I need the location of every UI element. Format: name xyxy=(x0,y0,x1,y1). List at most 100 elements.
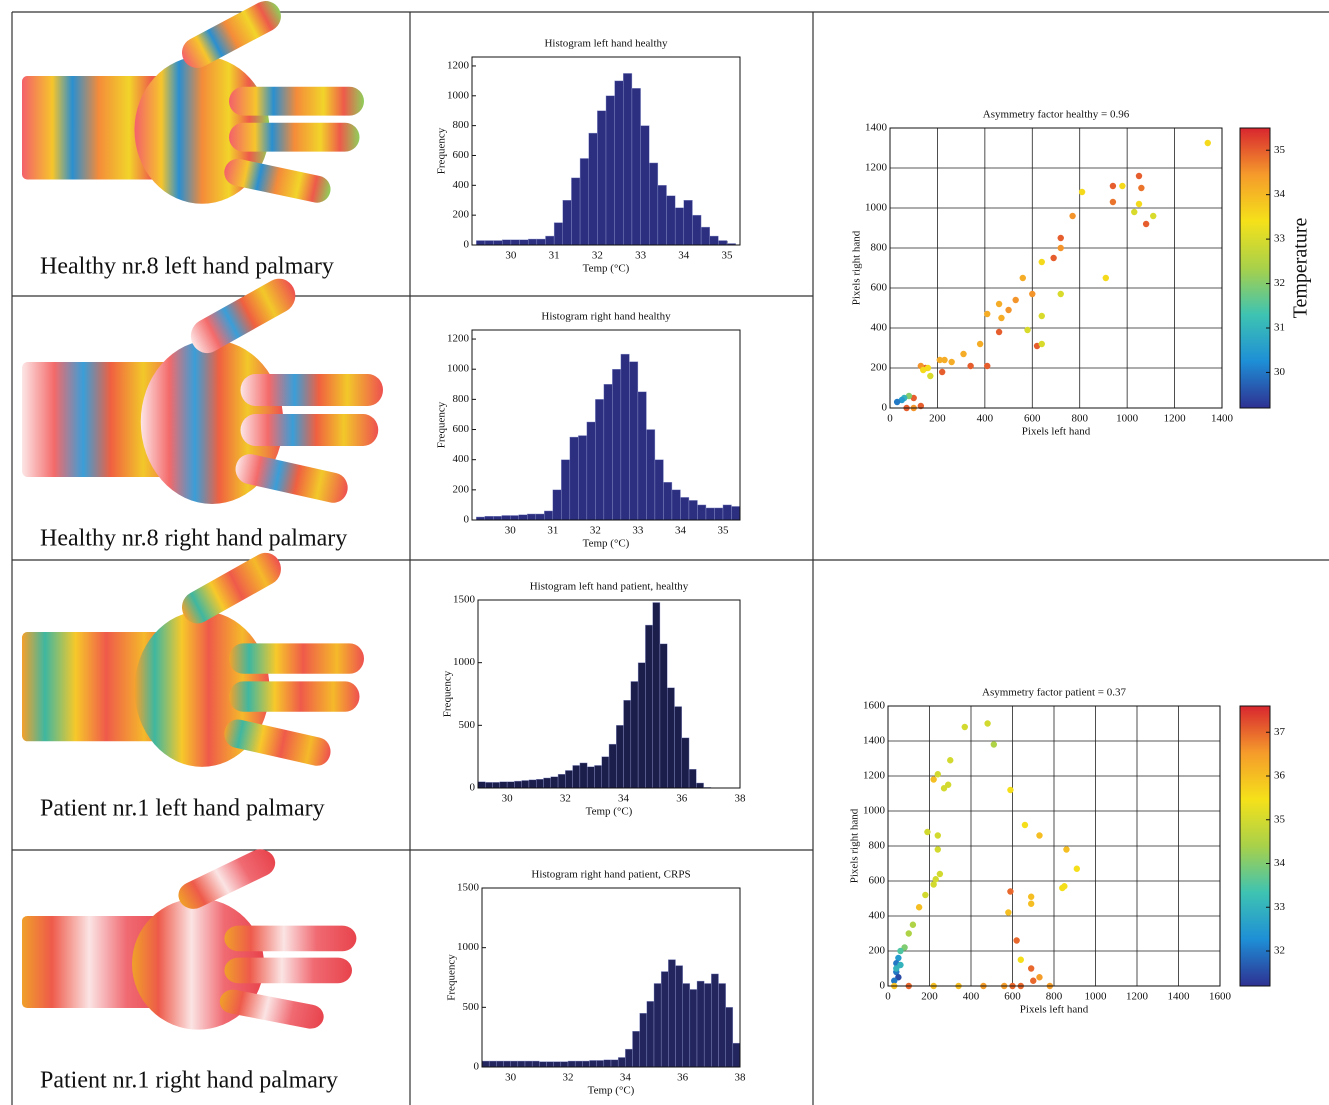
bar xyxy=(609,744,616,788)
colorbar-tick-label: 34 xyxy=(1274,857,1286,869)
bar xyxy=(594,765,601,788)
y-tick-label: 200 xyxy=(453,209,470,221)
point xyxy=(935,832,941,838)
point xyxy=(984,363,990,369)
x-tick-label: 1000 xyxy=(1116,413,1139,425)
bar xyxy=(616,725,623,788)
bar xyxy=(580,158,589,245)
x-tick-label: 34 xyxy=(675,525,687,537)
x-tick-label: 400 xyxy=(963,991,980,1003)
bar xyxy=(561,1062,568,1067)
bar xyxy=(595,399,604,520)
point xyxy=(1069,213,1075,219)
x-axis-label: Pixels left hand xyxy=(1020,1004,1089,1016)
point xyxy=(1110,199,1116,205)
bar xyxy=(638,663,645,788)
point xyxy=(1050,255,1056,261)
point xyxy=(1103,275,1109,281)
bar xyxy=(500,782,507,788)
y-tick-label: 1200 xyxy=(447,59,470,71)
x-tick-label: 38 xyxy=(735,793,747,805)
point xyxy=(1018,957,1024,963)
x-tick-label: 600 xyxy=(1024,413,1041,425)
bar xyxy=(645,625,652,788)
bar xyxy=(726,1007,733,1067)
bar xyxy=(690,989,697,1067)
bar xyxy=(539,1062,546,1067)
bar xyxy=(482,1061,489,1067)
x-tick-label: 33 xyxy=(632,525,644,537)
y-tick-label: 600 xyxy=(869,875,886,887)
bar xyxy=(510,515,519,520)
bar xyxy=(731,506,740,520)
bar xyxy=(668,960,675,1067)
y-tick-label: 200 xyxy=(869,945,886,957)
bar xyxy=(485,782,492,788)
chart-title: Asymmetry factor healthy = 0.96 xyxy=(983,109,1130,121)
point xyxy=(1058,245,1064,251)
y-axis-label: Frequency xyxy=(446,954,458,1001)
bar xyxy=(675,707,682,788)
point xyxy=(935,771,941,777)
point xyxy=(984,311,990,317)
x-tick-label: 36 xyxy=(677,1072,689,1084)
x-tick-label: 30 xyxy=(505,525,517,537)
x-tick-label: 32 xyxy=(563,1072,574,1084)
bar xyxy=(544,778,551,788)
point xyxy=(906,930,912,936)
point xyxy=(1036,832,1042,838)
bar xyxy=(706,508,715,520)
bar xyxy=(640,1013,647,1067)
x-tick-label: 38 xyxy=(735,1072,747,1084)
bar xyxy=(629,362,638,520)
bar xyxy=(611,1060,618,1067)
x-tick-label: 30 xyxy=(505,1072,517,1084)
x-tick-label: 1400 xyxy=(1168,991,1191,1003)
x-tick-label: 1000 xyxy=(1085,991,1108,1003)
y-tick-label: 0 xyxy=(474,1061,480,1073)
bar xyxy=(661,972,668,1067)
y-tick-label: 0 xyxy=(882,402,888,414)
bar xyxy=(578,436,587,520)
bar xyxy=(575,1061,582,1067)
bar xyxy=(532,1061,539,1067)
y-axis-label: Pixels right hand xyxy=(849,808,861,883)
bar xyxy=(565,770,572,788)
bar xyxy=(478,782,485,788)
point xyxy=(937,871,943,877)
bar xyxy=(710,236,719,245)
y-tick-label: 1000 xyxy=(447,89,470,101)
point xyxy=(1131,209,1137,215)
bar xyxy=(580,763,587,788)
y-tick-label: 200 xyxy=(453,483,470,495)
y-tick-label: 1400 xyxy=(865,122,888,134)
point xyxy=(1079,189,1085,195)
point xyxy=(1012,297,1018,303)
point xyxy=(930,776,936,782)
point xyxy=(962,724,968,730)
bar xyxy=(638,392,647,520)
point xyxy=(1039,259,1045,265)
chart-title: Histogram right hand patient, CRPS xyxy=(531,869,690,881)
point xyxy=(991,741,997,747)
bar xyxy=(647,1001,654,1067)
bar xyxy=(718,241,727,245)
point xyxy=(910,922,916,928)
chart-title: Histogram left hand healthy xyxy=(544,38,668,50)
point xyxy=(1110,183,1116,189)
point xyxy=(897,962,903,968)
colorbar xyxy=(1240,706,1270,986)
bar xyxy=(723,505,732,520)
bar xyxy=(684,200,693,245)
bar xyxy=(697,505,706,520)
bar xyxy=(624,700,631,788)
bar xyxy=(511,240,520,245)
x-tick-label: 32 xyxy=(592,250,603,262)
x-axis-label: Temp (°C) xyxy=(588,1085,635,1097)
y-axis-label: Frequency xyxy=(436,127,448,174)
point xyxy=(939,369,945,375)
bar xyxy=(676,966,683,1067)
point xyxy=(894,399,900,405)
x-tick-label: 34 xyxy=(620,1072,632,1084)
bar xyxy=(621,354,630,520)
